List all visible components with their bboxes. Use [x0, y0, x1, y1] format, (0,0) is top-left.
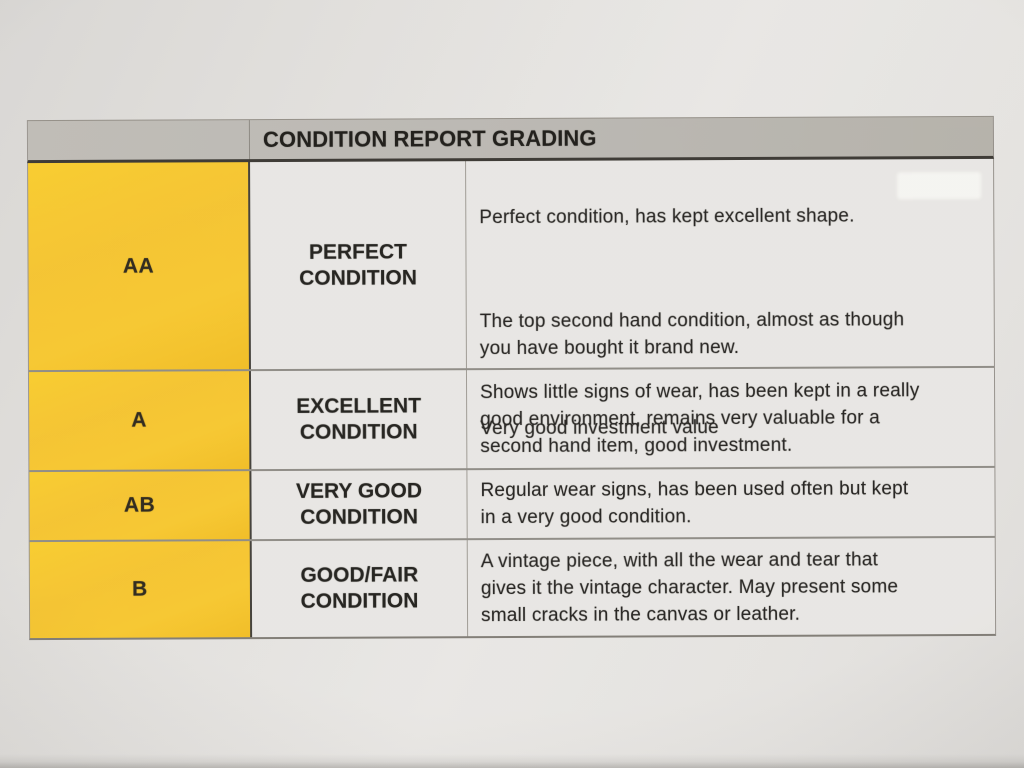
grade-cell: B — [29, 541, 253, 639]
table-title: CONDITION REPORT GRADING — [262, 125, 597, 152]
grade-label: AA — [122, 254, 155, 278]
table-row-grade-aa: AA PERFECT CONDITION Perfect condition, … — [28, 158, 994, 439]
description-cell: Perfect condition, has kept excellent sh… — [465, 158, 994, 439]
header-empty-cell — [27, 120, 251, 161]
grade-cell: AA — [28, 162, 251, 371]
description-text: Regular wear signs, has been used often … — [480, 478, 909, 529]
table-row-grade-a: A EXCELLENT CONDITION Shows little signs… — [28, 365, 995, 471]
condition-cell: EXCELLENT CONDITION — [296, 394, 422, 444]
table-body: AA PERFECT CONDITION Perfect condition, … — [27, 158, 997, 641]
description-paragraph: The top second hand condition, almost as… — [479, 309, 905, 360]
condition-cell: VERY GOOD CONDITION — [295, 479, 423, 529]
description-cell: Regular wear signs, has been used often … — [466, 467, 995, 539]
description-text: A vintage piece, with all the wear and t… — [480, 548, 899, 626]
condition-cell: GOOD/FAIR CONDITION — [300, 563, 419, 613]
condition-grading-table: CONDITION REPORT GRADING AA PERFECT COND… — [26, 115, 997, 641]
grade-label: AB — [123, 493, 156, 517]
grade-label: B — [132, 577, 148, 601]
description-cell: A vintage piece, with all the wear and t… — [466, 537, 996, 637]
table-header-row: CONDITION REPORT GRADING — [26, 115, 995, 164]
description-cell: Shows little signs of wear, has been kep… — [465, 367, 995, 469]
grade-cell: AB — [29, 471, 252, 541]
condition-cell: PERFECT CONDITION — [299, 239, 418, 290]
grade-label: A — [131, 408, 148, 432]
grade-cell: A — [28, 371, 252, 471]
table-row-grade-b: B GOOD/FAIR CONDITION A vintage piece, w… — [29, 535, 996, 639]
table-row-grade-ab: AB VERY GOOD CONDITION Regular wear sign… — [29, 465, 995, 541]
description-text: Shows little signs of wear, has been kep… — [480, 379, 920, 457]
description-paragraph: Perfect condition, has kept excellent sh… — [479, 205, 855, 229]
